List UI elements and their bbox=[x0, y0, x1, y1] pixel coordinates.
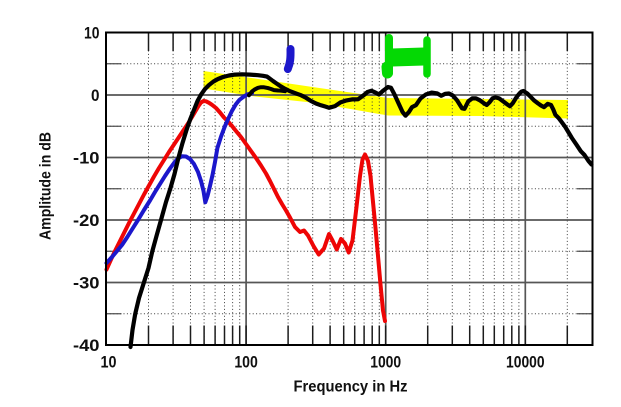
svg-text:Frequency in Hz: Frequency in Hz bbox=[294, 379, 408, 396]
svg-text:10: 10 bbox=[84, 23, 100, 42]
svg-text:100: 100 bbox=[234, 353, 258, 372]
svg-text:0: 0 bbox=[91, 86, 100, 105]
svg-text:-20: -20 bbox=[73, 211, 100, 230]
svg-text:-40: -40 bbox=[73, 336, 100, 355]
svg-text:10000: 10000 bbox=[506, 353, 545, 372]
svg-text:Amplitude in dB: Amplitude in dB bbox=[38, 132, 55, 240]
svg-text:-10: -10 bbox=[73, 148, 100, 167]
svg-text:1000: 1000 bbox=[370, 353, 401, 372]
svg-text:10: 10 bbox=[101, 353, 117, 372]
svg-text:-30: -30 bbox=[73, 273, 100, 292]
